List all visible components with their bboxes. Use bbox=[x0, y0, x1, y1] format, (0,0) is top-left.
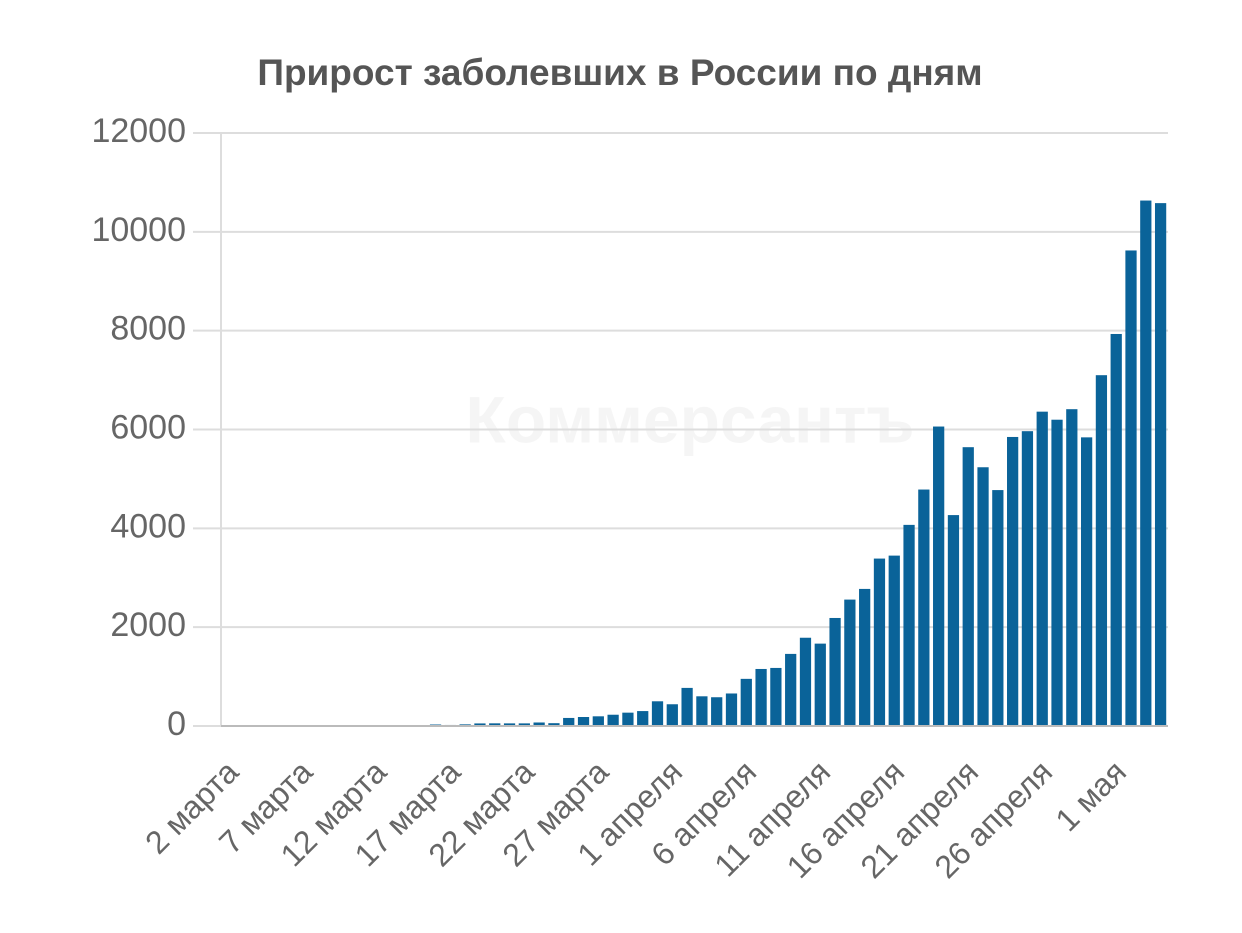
y-tick-label: 2000 bbox=[110, 606, 186, 644]
bar bbox=[577, 717, 590, 726]
bar bbox=[755, 668, 767, 726]
bar bbox=[711, 697, 723, 726]
bar bbox=[1051, 419, 1063, 726]
y-tick-label: 10000 bbox=[91, 211, 186, 249]
bar bbox=[1080, 437, 1093, 726]
bar bbox=[903, 524, 915, 726]
bar bbox=[563, 717, 575, 726]
y-tick-label: 4000 bbox=[110, 507, 186, 545]
bar bbox=[489, 723, 501, 726]
bar bbox=[1110, 333, 1122, 726]
bar bbox=[651, 701, 664, 726]
bar bbox=[785, 653, 797, 726]
bar bbox=[637, 711, 649, 726]
bar bbox=[1066, 409, 1078, 726]
bar bbox=[844, 599, 856, 726]
bar bbox=[977, 467, 989, 726]
bar bbox=[1007, 436, 1019, 726]
bar bbox=[503, 723, 516, 726]
bar bbox=[947, 515, 960, 726]
y-tick-label: 6000 bbox=[110, 408, 186, 446]
bar bbox=[666, 704, 678, 726]
bar bbox=[696, 696, 708, 726]
bar bbox=[770, 667, 782, 726]
bar bbox=[799, 637, 812, 726]
bar bbox=[888, 555, 900, 726]
bar bbox=[548, 723, 560, 726]
bar bbox=[873, 558, 886, 726]
bar bbox=[1154, 203, 1167, 726]
bar bbox=[1095, 375, 1108, 726]
watermark: Коммерсантъ bbox=[466, 382, 915, 456]
bar bbox=[725, 693, 738, 726]
bar bbox=[533, 722, 545, 726]
bar bbox=[933, 426, 945, 726]
bar bbox=[1021, 431, 1034, 726]
bar bbox=[859, 588, 871, 726]
bar bbox=[518, 723, 530, 726]
bar bbox=[1125, 250, 1137, 726]
bar bbox=[681, 687, 693, 726]
bar bbox=[607, 714, 619, 726]
bar bbox=[740, 678, 752, 726]
bar bbox=[918, 489, 930, 726]
x-tick-label: 1 мая bbox=[1048, 753, 1133, 838]
bar bbox=[1140, 200, 1152, 726]
bar bbox=[992, 490, 1004, 726]
y-tick-label: 0 bbox=[167, 705, 186, 743]
bar bbox=[962, 447, 974, 726]
chart-title: Прирост заболевших в России по дням bbox=[257, 52, 982, 93]
bar bbox=[592, 716, 604, 726]
bar bbox=[814, 643, 826, 726]
y-tick-label: 8000 bbox=[110, 310, 186, 348]
bar bbox=[829, 617, 841, 726]
y-tick-label: 12000 bbox=[91, 112, 186, 150]
bar bbox=[1036, 411, 1048, 726]
bar bbox=[474, 723, 486, 726]
bar bbox=[622, 712, 634, 726]
